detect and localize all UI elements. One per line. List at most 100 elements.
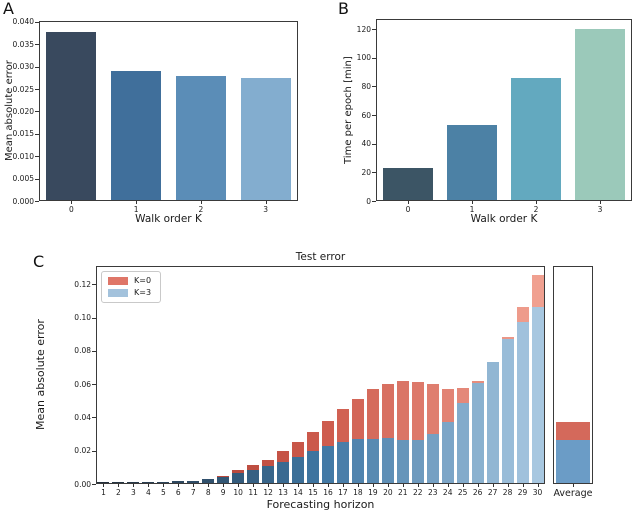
- x-tick-mark: [536, 201, 537, 204]
- y-tick-mark: [35, 133, 39, 135]
- y-tick-mark: [372, 115, 376, 117]
- panel-c: C Test error Mean absolute error Forecas…: [0, 248, 640, 520]
- y-tick-mark: [35, 201, 39, 202]
- x-tick-label: 20: [383, 488, 393, 497]
- bar-k3-h3: [127, 481, 140, 484]
- legend-label-k3: K=3: [134, 288, 152, 297]
- x-tick-mark: [357, 484, 359, 487]
- y-tick-label: 0.030: [12, 62, 34, 72]
- bar-k3-h14: [292, 457, 305, 484]
- bar-k3-h19: [366, 438, 379, 484]
- bar-3: [240, 78, 291, 201]
- y-tick-mark: [372, 57, 376, 59]
- average-bar-k3: [556, 439, 590, 484]
- y-tick-label: 0.12: [74, 279, 91, 289]
- x-tick-label: 9: [220, 488, 226, 497]
- x-tick-label: 28: [502, 488, 513, 497]
- bar-1: [447, 125, 497, 201]
- x-tick-label: 7: [190, 488, 196, 497]
- x-tick-mark: [600, 201, 601, 204]
- y-tick-label: 0.035: [12, 39, 34, 49]
- x-tick-mark: [462, 484, 464, 487]
- x-tick-mark: [103, 484, 105, 487]
- bar-k3-h5: [157, 481, 170, 484]
- bar-k3-h10: [232, 472, 245, 484]
- x-tick-label: 27: [487, 488, 498, 497]
- x-tick-label: 3: [597, 205, 603, 214]
- x-tick-label: 22: [413, 488, 423, 497]
- legend-label-k0: K=0: [134, 276, 152, 285]
- y-tick-mark: [35, 111, 39, 113]
- x-tick-label: 18: [353, 488, 363, 497]
- bar-k3-h18: [351, 439, 364, 484]
- y-tick-label: 0.020: [12, 106, 34, 116]
- x-tick-mark: [283, 484, 285, 487]
- y-tick-label: 0.025: [12, 84, 34, 94]
- y-tick-label: 0.00: [74, 479, 91, 489]
- y-tick-mark: [35, 178, 39, 180]
- average-x-tick-mark: [573, 484, 574, 487]
- x-tick-label: 11: [248, 488, 258, 497]
- x-tick-mark: [148, 484, 150, 487]
- y-tick-mark: [92, 384, 96, 386]
- x-tick-label: 3: [263, 205, 269, 214]
- x-tick-mark: [71, 201, 73, 204]
- x-tick-mark: [268, 484, 270, 487]
- x-tick-mark: [200, 201, 202, 204]
- y-tick-label: 0.02: [74, 446, 91, 456]
- x-tick-mark: [327, 484, 329, 487]
- y-tick-label: 40: [361, 139, 371, 149]
- x-tick-label: 4: [145, 488, 151, 497]
- bar-2: [511, 77, 561, 201]
- x-tick-mark: [472, 201, 473, 204]
- bar-k3-h27: [486, 361, 499, 484]
- panel-b-x-axis-label: Walk order K: [470, 213, 538, 225]
- x-tick-mark: [208, 484, 210, 487]
- x-tick-label: 16: [323, 488, 333, 497]
- x-tick-label: 29: [517, 488, 528, 497]
- x-tick-mark: [417, 484, 419, 487]
- legend-swatch-k3: [108, 289, 128, 297]
- bar-k3-h28: [501, 338, 514, 484]
- bar-k3-h13: [277, 461, 290, 484]
- bar-k3-h15: [307, 451, 320, 484]
- x-tick-label: 2: [533, 205, 539, 214]
- average-axis-label: Average: [553, 488, 593, 499]
- x-tick-mark: [253, 484, 255, 487]
- x-tick-label: 26: [472, 488, 483, 497]
- x-tick-label: 25: [457, 488, 468, 497]
- panel-a: A Mean absolute error Walk order K 0.000…: [0, 0, 320, 248]
- bar-k3-h16: [321, 445, 334, 484]
- y-tick-label: 20: [361, 167, 371, 177]
- x-tick-mark: [238, 484, 240, 487]
- x-tick-label: 21: [398, 488, 408, 497]
- y-tick-mark: [92, 417, 96, 419]
- x-tick-mark: [313, 484, 315, 487]
- panel-c-title: Test error: [295, 251, 346, 263]
- y-tick-mark: [35, 21, 39, 23]
- x-tick-label: 2: [198, 205, 204, 214]
- y-tick-label: 60: [361, 110, 371, 120]
- bar-k3-h21: [396, 440, 409, 484]
- x-tick-label: 8: [205, 488, 211, 497]
- y-tick-label: 100: [356, 53, 371, 63]
- x-tick-label: 17: [338, 488, 348, 497]
- y-tick-mark: [92, 450, 96, 452]
- panel-b-letter: B: [338, 0, 349, 18]
- x-tick-mark: [372, 484, 374, 487]
- x-tick-label: 1: [133, 205, 139, 214]
- y-tick-label: 0.08: [74, 346, 91, 356]
- legend-swatch-k0: [108, 277, 128, 285]
- bar-3: [575, 29, 625, 201]
- bar-k3-h24: [441, 422, 454, 484]
- y-tick-label: 0.010: [12, 151, 34, 161]
- x-tick-mark: [136, 201, 138, 204]
- bar-k3-h7: [187, 480, 200, 484]
- y-tick-mark: [35, 89, 39, 91]
- y-tick-label: 80: [361, 81, 371, 91]
- bar-1: [111, 71, 162, 201]
- x-tick-label: 14: [293, 488, 303, 497]
- x-tick-mark: [432, 484, 434, 487]
- bar-k3-h11: [247, 469, 260, 484]
- panel-a-x-axis-label: Walk order K: [135, 213, 202, 225]
